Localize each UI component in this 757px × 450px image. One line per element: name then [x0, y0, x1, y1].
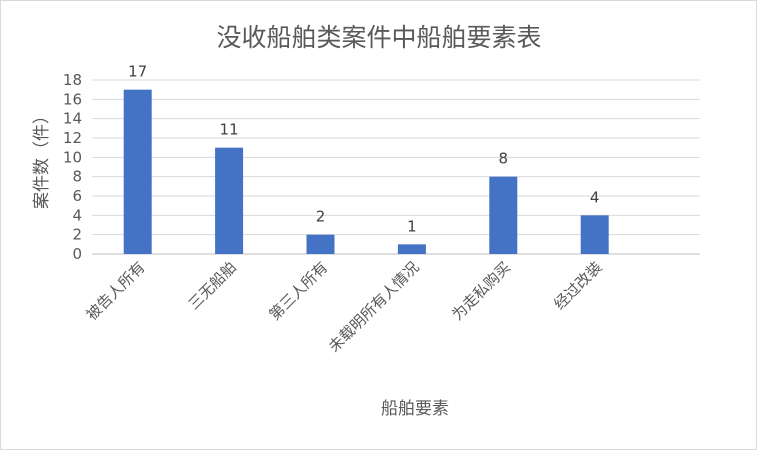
bar [123, 89, 152, 255]
data-labels: 17 11 2 1 8 4 [128, 63, 599, 236]
bars [123, 89, 609, 255]
y-tick-label: 4 [72, 206, 82, 224]
y-tick-label: 6 [72, 187, 82, 205]
bar [580, 215, 609, 254]
bar [489, 176, 518, 254]
x-tick-label: 被告人所有 [83, 258, 149, 324]
bar [215, 147, 244, 254]
data-label: 17 [128, 63, 147, 81]
y-tick-label: 0 [72, 245, 82, 263]
x-tick-label: 第三人所有 [266, 258, 332, 324]
bar [397, 244, 426, 254]
y-tick-label: 12 [63, 129, 82, 147]
gridlines [92, 79, 700, 255]
y-tick-label: 2 [72, 226, 82, 244]
data-label: 8 [499, 150, 509, 168]
chart-title: 没收船舶类案件中船舶要素表 [216, 23, 541, 52]
x-tick-label: 未载明所有人情况 [325, 258, 423, 356]
y-tick-label: 16 [63, 90, 82, 108]
x-tick-label: 经过改装 [550, 258, 605, 313]
y-tick-label: 8 [72, 168, 82, 186]
x-axis-title: 船舶要素 [381, 399, 449, 419]
bar [306, 234, 335, 254]
y-tick-label: 14 [63, 110, 82, 128]
y-tick-label: 18 [63, 71, 82, 89]
data-label: 11 [220, 121, 239, 139]
x-tick-label: 三无船舶 [185, 258, 240, 313]
y-axis-title: 案件数（件） [32, 107, 52, 209]
data-label: 1 [407, 217, 417, 235]
data-label: 4 [590, 188, 600, 206]
x-tick-label: 为走私购买 [448, 258, 514, 324]
data-label: 2 [316, 208, 326, 226]
y-tick-label: 10 [63, 148, 82, 166]
